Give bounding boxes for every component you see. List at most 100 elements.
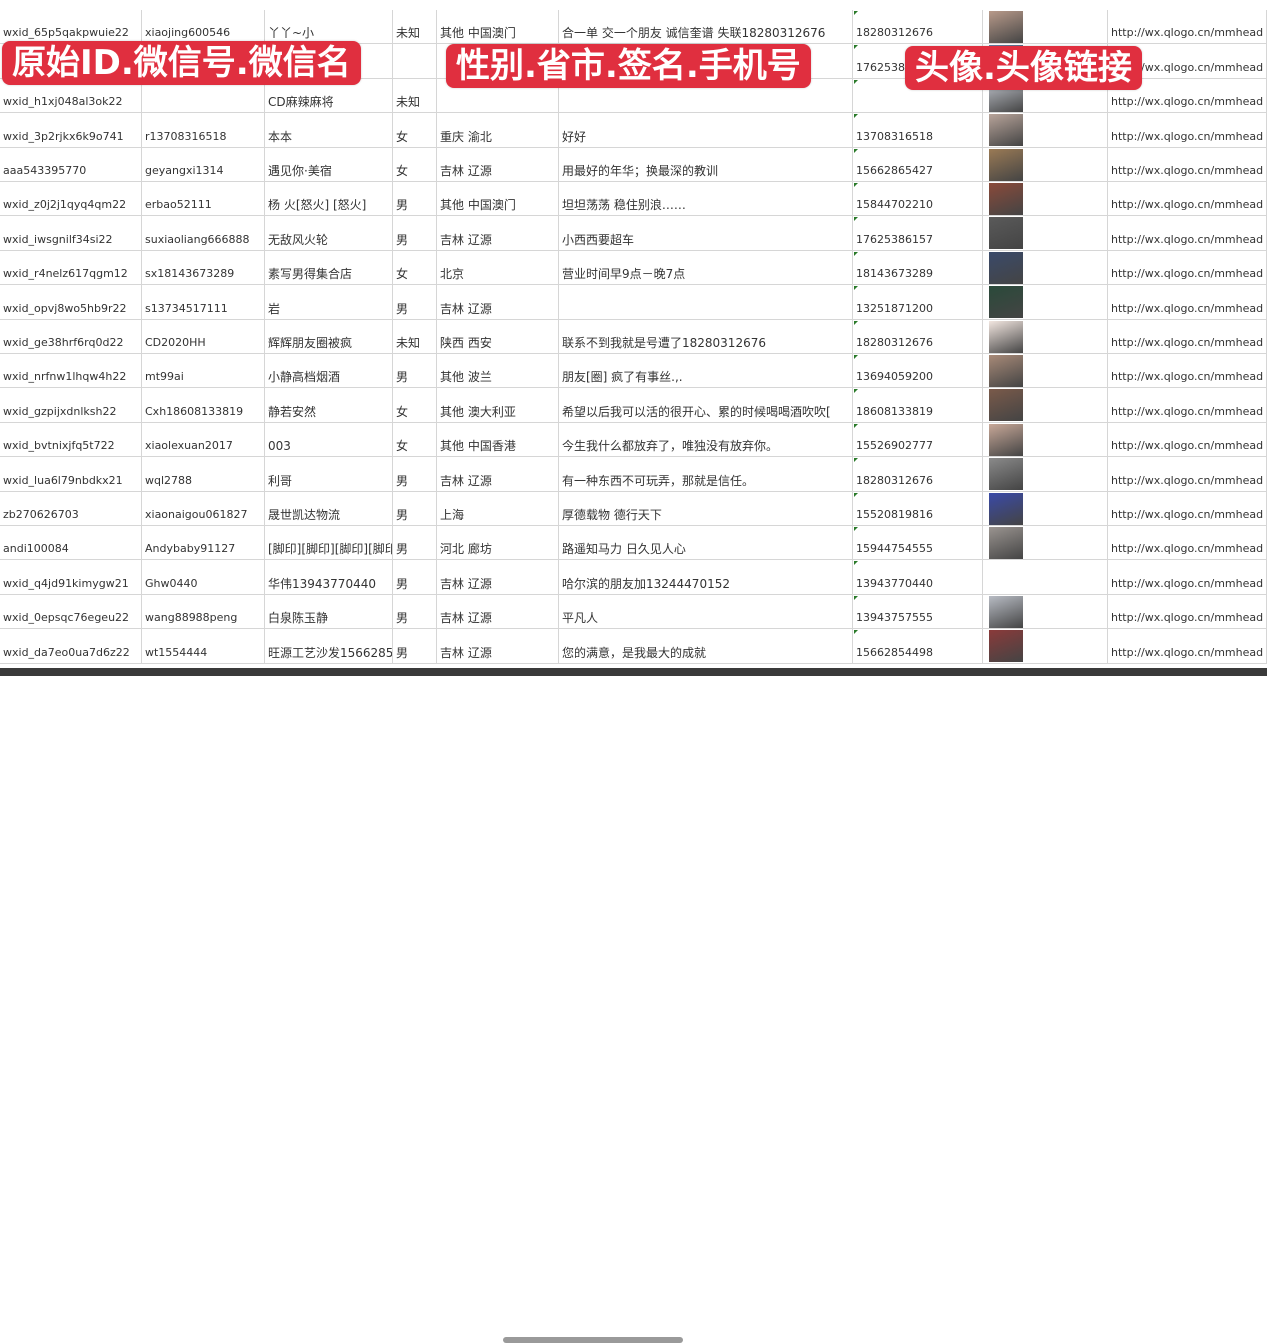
phone-cell[interactable]: 15844702210 [853, 182, 983, 216]
id-cell[interactable]: wxid_lua6l79nbdkx21 [0, 457, 142, 491]
wechat-cell[interactable]: geyangxi1314 [142, 147, 265, 181]
link-cell[interactable]: http://wx.qlogo.cn/mmhead [1108, 147, 1267, 181]
wechat-cell[interactable]: suxiaoliang666888 [142, 216, 265, 250]
signature-cell[interactable]: 小西西要超车 [559, 216, 853, 250]
link-cell[interactable]: http://wx.qlogo.cn/mmhead [1108, 113, 1267, 147]
phone-cell[interactable]: 18280312676 [853, 457, 983, 491]
avatar-cell[interactable] [983, 250, 1108, 285]
name-cell[interactable]: 杨 火[怒火] [怒火] [265, 182, 393, 216]
wechat-cell[interactable]: wql2788 [142, 457, 265, 491]
signature-cell[interactable] [559, 78, 853, 113]
signature-cell[interactable]: 联系不到我就是号遭了18280312676 [559, 319, 853, 353]
phone-cell[interactable]: 15662854498 [853, 629, 983, 663]
signature-cell[interactable]: 路遥知马力 日久见人心 [559, 526, 853, 560]
id-cell[interactable]: andi100084 [0, 526, 142, 560]
avatar-cell[interactable] [983, 147, 1108, 181]
region-cell[interactable]: 吉林 辽源 [437, 594, 559, 629]
wechat-cell[interactable]: xiaonaigou061827 [142, 491, 265, 525]
link-cell[interactable]: http://wx.qlogo.cn/mmhead [1108, 594, 1267, 629]
link-cell[interactable]: http://wx.qlogo.cn/mmhead [1108, 526, 1267, 560]
id-cell[interactable]: wxid_h1xj048al3ok22 [0, 78, 142, 113]
scrollbar-thumb[interactable] [503, 1337, 683, 1343]
wechat-cell[interactable]: xiaojing600546 [142, 10, 265, 44]
name-cell[interactable]: [脚印][脚印][脚印][脚印] [265, 526, 393, 560]
name-cell[interactable]: 白泉陈玉静 [265, 594, 393, 629]
signature-cell[interactable]: 用最好的年华；换最深的教训 [559, 147, 853, 181]
name-cell[interactable]: 小静高档烟酒 [265, 354, 393, 388]
gender-cell[interactable]: 未知 [393, 10, 437, 44]
wechat-cell[interactable]: CD2020HH [142, 319, 265, 353]
phone-cell[interactable]: 15662865427 [853, 147, 983, 181]
signature-cell[interactable]: 营业时间早9点－晚7点 [559, 250, 853, 285]
region-cell[interactable]: 吉林 辽源 [437, 457, 559, 491]
name-cell[interactable]: CD麻辣麻将 [265, 78, 393, 113]
gender-cell[interactable]: 男 [393, 526, 437, 560]
link-cell[interactable]: http://wx.qlogo.cn/mmhead [1108, 388, 1267, 422]
region-cell[interactable]: 吉林 辽源 [437, 629, 559, 663]
name-cell[interactable]: 素写男得集合店 [265, 250, 393, 285]
name-cell[interactable]: 丫丫~小 [265, 10, 393, 44]
avatar-cell[interactable] [983, 422, 1108, 457]
name-cell[interactable]: 晟世凯达物流 [265, 491, 393, 525]
wechat-cell[interactable]: Andybaby91127 [142, 526, 265, 560]
name-cell[interactable]: 本本 [265, 113, 393, 147]
signature-cell[interactable]: 平凡人 [559, 594, 853, 629]
signature-cell[interactable]: 希望以后我可以活的很开心、累的时候喝喝酒吹吹[ [559, 388, 853, 422]
region-cell[interactable]: 其他 波兰 [437, 354, 559, 388]
name-cell[interactable]: 遇见你·美宿 [265, 147, 393, 181]
signature-cell[interactable] [559, 285, 853, 319]
phone-cell[interactable]: 18608133819 [853, 388, 983, 422]
wechat-cell[interactable]: Ghw0440 [142, 560, 265, 594]
phone-cell[interactable]: 13694059200 [853, 354, 983, 388]
link-cell[interactable]: http://wx.qlogo.cn/mmhead [1108, 491, 1267, 525]
name-cell[interactable]: 利哥 [265, 457, 393, 491]
link-cell[interactable]: http://wx.qlogo.cn/mmhead [1108, 354, 1267, 388]
phone-cell[interactable]: 18143673289 [853, 250, 983, 285]
phone-cell[interactable]: 13943757555 [853, 594, 983, 629]
signature-cell[interactable] [559, 44, 853, 78]
phone-cell[interactable]: 15526902777 [853, 422, 983, 457]
region-cell[interactable]: 其他 中国香港 [437, 422, 559, 457]
id-cell[interactable]: wxid_r4nelz617qgm12 [0, 250, 142, 285]
avatar-cell[interactable] [983, 457, 1108, 491]
link-cell[interactable]: http://wx.qlogo.cn/mmhead [1108, 422, 1267, 457]
gender-cell[interactable]: 未知 [393, 319, 437, 353]
name-cell[interactable]: 辉辉朋友圈被疯 [265, 319, 393, 353]
id-cell[interactable]: wxid_q4jd91kimygw21 [0, 560, 142, 594]
link-cell[interactable]: http://wx.qlogo.cn/mmhead [1108, 182, 1267, 216]
gender-cell[interactable]: 男 [393, 457, 437, 491]
wechat-cell[interactable] [142, 78, 265, 113]
region-cell[interactable] [437, 78, 559, 113]
signature-cell[interactable]: 坦坦荡荡 稳住别浪…… [559, 182, 853, 216]
id-cell[interactable]: wxid_0epsqc76egeu22 [0, 594, 142, 629]
region-cell[interactable]: 其他 中国澳门 [437, 10, 559, 44]
gender-cell[interactable]: 男 [393, 491, 437, 525]
avatar-cell[interactable] [983, 113, 1108, 147]
avatar-cell[interactable] [983, 285, 1108, 319]
region-cell[interactable]: 吉林 辽源 [437, 147, 559, 181]
signature-cell[interactable]: 厚德载物 德行天下 [559, 491, 853, 525]
id-cell[interactable]: wxid_65p5qakpwuie22 [0, 10, 142, 44]
link-cell[interactable]: http://wx.qlogo.cn/mmhead [1108, 319, 1267, 353]
id-cell[interactable]: wxid_ge38hrf6rq0d22 [0, 319, 142, 353]
signature-cell[interactable]: 哈尔滨的朋友加13244470152 [559, 560, 853, 594]
id-cell[interactable]: wxid_z0j2j1qyq4qm22 [0, 182, 142, 216]
id-cell[interactable]: zb270626703 [0, 491, 142, 525]
region-cell[interactable]: 吉林 辽源 [437, 216, 559, 250]
wechat-cell[interactable]: r13708316518 [142, 113, 265, 147]
signature-cell[interactable]: 朋友[圈] 疯了有事丝.,. [559, 354, 853, 388]
avatar-cell[interactable] [983, 216, 1108, 250]
name-cell[interactable]: 003 [265, 422, 393, 457]
gender-cell[interactable]: 女 [393, 422, 437, 457]
region-cell[interactable]: 上海 [437, 491, 559, 525]
name-cell[interactable]: 无敌风火轮 [265, 216, 393, 250]
name-cell[interactable]: 旺源工艺沙发15662854 [265, 629, 393, 663]
phone-cell[interactable]: 18280312676 [853, 10, 983, 44]
link-cell[interactable]: http://wx.qlogo.cn/mmhead [1108, 250, 1267, 285]
phone-cell[interactable]: 18280312676 [853, 319, 983, 353]
region-cell[interactable]: 重庆 渝北 [437, 113, 559, 147]
avatar-cell[interactable] [983, 319, 1108, 353]
signature-cell[interactable]: 您的满意，是我最大的成就 [559, 629, 853, 663]
name-cell[interactable]: 静若安然 [265, 388, 393, 422]
phone-cell[interactable] [853, 78, 983, 113]
